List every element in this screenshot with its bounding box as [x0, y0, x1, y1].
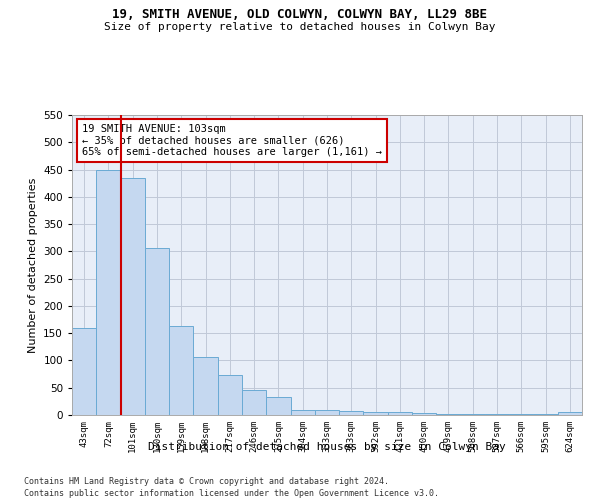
Bar [169, 326, 193, 415]
Y-axis label: Number of detached properties: Number of detached properties [28, 178, 38, 352]
Bar [558, 412, 582, 415]
Bar [315, 410, 339, 415]
Bar [242, 390, 266, 415]
Text: Contains HM Land Registry data © Crown copyright and database right 2024.: Contains HM Land Registry data © Crown c… [24, 478, 389, 486]
Text: Size of property relative to detached houses in Colwyn Bay: Size of property relative to detached ho… [104, 22, 496, 32]
Bar [290, 410, 315, 415]
Text: Contains public sector information licensed under the Open Government Licence v3: Contains public sector information licen… [24, 489, 439, 498]
Bar [388, 412, 412, 415]
Bar [485, 414, 509, 415]
Bar [96, 170, 121, 415]
Bar [266, 397, 290, 415]
Text: 19 SMITH AVENUE: 103sqm
← 35% of detached houses are smaller (626)
65% of semi-d: 19 SMITH AVENUE: 103sqm ← 35% of detache… [82, 124, 382, 157]
Bar [339, 410, 364, 415]
Bar [72, 328, 96, 415]
Bar [364, 412, 388, 415]
Bar [193, 357, 218, 415]
Bar [533, 414, 558, 415]
Text: 19, SMITH AVENUE, OLD COLWYN, COLWYN BAY, LL29 8BE: 19, SMITH AVENUE, OLD COLWYN, COLWYN BAY… [113, 8, 487, 20]
Bar [145, 248, 169, 415]
Bar [412, 413, 436, 415]
Bar [436, 414, 461, 415]
Text: Distribution of detached houses by size in Colwyn Bay: Distribution of detached houses by size … [148, 442, 506, 452]
Bar [121, 178, 145, 415]
Bar [218, 374, 242, 415]
Bar [509, 414, 533, 415]
Bar [461, 414, 485, 415]
